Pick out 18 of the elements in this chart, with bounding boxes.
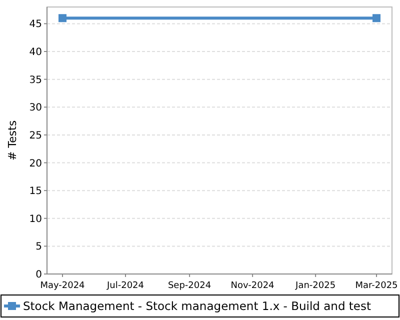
x-tick-label: Nov-2024 [230, 281, 275, 291]
y-tick-label: 10 [29, 214, 42, 225]
x-tick-label: Mar-2025 [355, 281, 398, 291]
y-tick-label: 5 [36, 242, 42, 253]
y-tick-label: 25 [29, 130, 42, 142]
x-tick-label: Jan-2025 [294, 281, 336, 291]
y-tick-label: 30 [29, 102, 42, 114]
x-tick-label: May-2024 [40, 281, 86, 291]
y-tick-label: 15 [29, 186, 42, 198]
x-tick-label: Jul-2024 [106, 281, 144, 291]
y-tick-label: 0 [36, 270, 42, 280]
x-tick-label: Sep-2024 [168, 281, 212, 291]
y-tick-label: 35 [29, 74, 42, 86]
y-tick-label: 20 [29, 158, 42, 170]
legend-label: Stock Management - Stock management 1.x - Build and test [23, 299, 372, 314]
y-axis-title: # Tests [6, 120, 19, 161]
y-tick-label: 40 [29, 47, 42, 58]
y-tick-label: 45 [29, 19, 42, 30]
